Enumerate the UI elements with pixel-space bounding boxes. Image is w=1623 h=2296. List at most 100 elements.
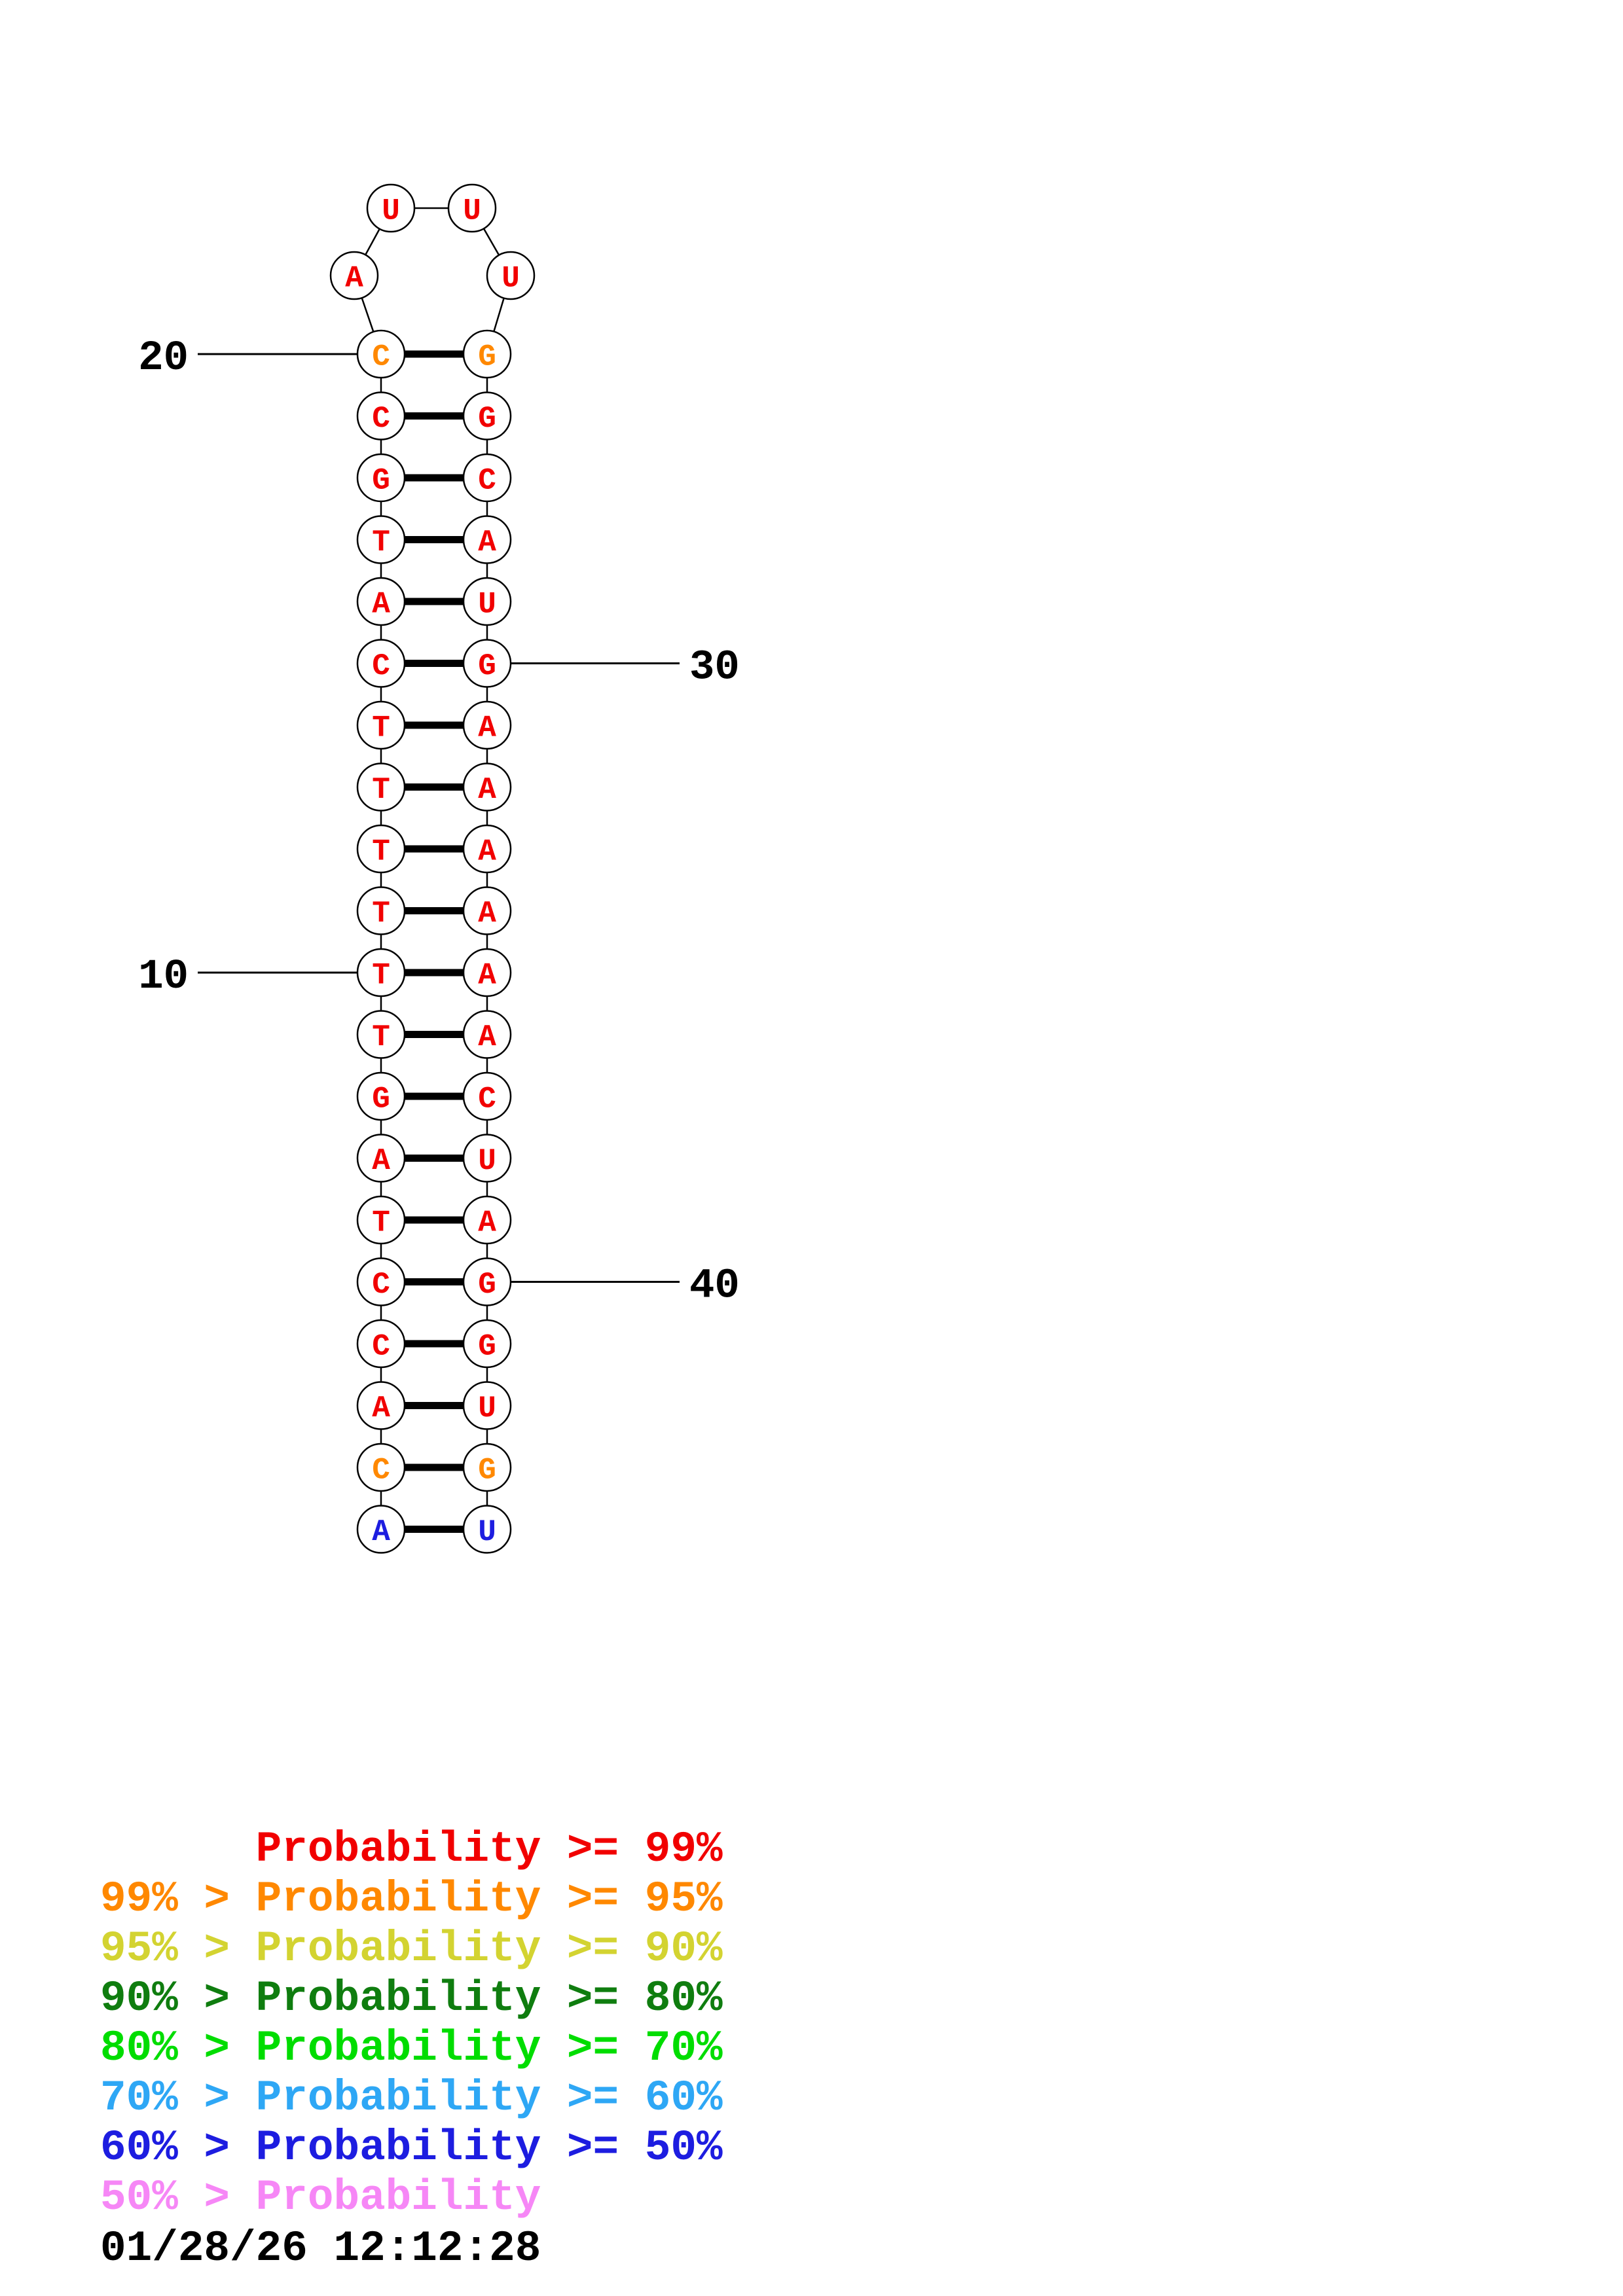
legend-row: 95% > Probability >= 90%: [100, 1924, 723, 1973]
legend-row: 70% > Probability >= 60%: [100, 2073, 723, 2123]
base-circle: [356, 1195, 406, 1245]
legend-row: 60% > Probability >= 50%: [100, 2123, 723, 2172]
base-circle: [356, 1443, 406, 1492]
base-circle: [356, 1505, 406, 1554]
base-letter: U: [478, 1515, 496, 1549]
base-letter: A: [478, 1020, 496, 1054]
base-letter: C: [372, 1454, 390, 1488]
base-circle: [356, 515, 406, 564]
base-circle: [462, 1319, 512, 1369]
base-circle: [462, 1010, 512, 1059]
base-circle: [356, 1381, 406, 1430]
base-letter: T: [372, 835, 390, 869]
base-letter: U: [501, 262, 520, 296]
base-circle: [462, 639, 512, 688]
base-circle: [462, 1257, 512, 1306]
base-letter: A: [478, 897, 496, 931]
base-letter: G: [372, 464, 390, 498]
base-letter: G: [478, 1268, 496, 1302]
base-circle: [462, 1381, 512, 1430]
timestamp: 01/28/26 12:12:28: [100, 2224, 541, 2273]
base-letter: A: [372, 1391, 390, 1426]
base-circle: [356, 639, 406, 688]
base-letter: U: [478, 1144, 496, 1178]
base-circle: [462, 453, 512, 503]
base-letter: G: [478, 1330, 496, 1364]
base-letter: A: [478, 1206, 496, 1240]
base-circle: [356, 948, 406, 997]
base-letter: A: [478, 773, 496, 807]
base-letter: U: [478, 588, 496, 622]
base-letter: C: [372, 649, 390, 683]
legend-row: 50% > Probability: [100, 2173, 541, 2222]
base-letter: A: [478, 711, 496, 745]
base-circle: [356, 886, 406, 935]
position-label: 20: [138, 335, 189, 382]
base-letter: C: [372, 340, 390, 374]
base-letter: C: [478, 1083, 496, 1117]
base-circle: [462, 1195, 512, 1245]
probability-legend: Probability >= 99% 99% > Probability >= 9…: [100, 1825, 723, 2223]
base-letter: U: [478, 1391, 496, 1426]
base-circle: [462, 762, 512, 812]
base-circle: [356, 1071, 406, 1121]
base-circle: [356, 1010, 406, 1059]
base-circle: [366, 183, 416, 233]
base-circle: [486, 251, 536, 300]
base-letter: T: [372, 711, 390, 745]
base-letter: C: [372, 1268, 390, 1302]
base-letter: T: [372, 526, 390, 560]
base-circle: [356, 1319, 406, 1369]
base-circle: [356, 1257, 406, 1306]
position-label: 30: [689, 645, 740, 692]
base-letter: T: [372, 959, 390, 993]
base-letter: T: [372, 1206, 390, 1240]
base-circle: [447, 183, 497, 233]
base-circle: [356, 1134, 406, 1183]
base-circle: [356, 577, 406, 626]
base-circle: [462, 1071, 512, 1121]
base-circle: [462, 515, 512, 564]
base-circle: [356, 453, 406, 503]
base-letter: A: [478, 835, 496, 869]
base-circle: [356, 329, 406, 379]
base-letter: A: [372, 1144, 390, 1178]
base-letter: G: [478, 1454, 496, 1488]
base-letter: A: [478, 526, 496, 560]
legend-row: 99% > Probability >= 95%: [100, 1874, 723, 1924]
base-circle: [462, 329, 512, 379]
legend-row: Probability >= 99%: [100, 1825, 723, 1874]
base-letter: C: [372, 402, 390, 436]
base-circle: [356, 824, 406, 874]
base-circle: [356, 391, 406, 440]
base-circle: [462, 948, 512, 997]
base-letter: A: [372, 588, 390, 622]
base-circle: [462, 824, 512, 874]
base-letter: C: [478, 464, 496, 498]
base-letter: A: [478, 959, 496, 993]
base-circle: [462, 1443, 512, 1492]
legend-row: 80% > Probability >= 70%: [100, 2024, 723, 2073]
base-letter: G: [478, 402, 496, 436]
base-letter: T: [372, 1020, 390, 1054]
base-letter: A: [372, 1515, 390, 1549]
base-letter: G: [478, 340, 496, 374]
base-circle: [462, 391, 512, 440]
base-letter: G: [372, 1083, 390, 1117]
base-circle: [356, 762, 406, 812]
base-letter: C: [372, 1330, 390, 1364]
position-label: 10: [138, 954, 189, 1001]
base-circle: [462, 577, 512, 626]
base-letter: A: [345, 262, 363, 296]
base-circle: [462, 886, 512, 935]
base-letter: T: [372, 773, 390, 807]
legend-row: 90% > Probability >= 80%: [100, 1974, 723, 2023]
base-circle: [462, 700, 512, 750]
base-circle: [329, 251, 379, 300]
base-letter: U: [463, 194, 481, 228]
base-circle: [462, 1505, 512, 1554]
base-letter: T: [372, 897, 390, 931]
base-letter: G: [478, 649, 496, 683]
position-label: 40: [689, 1263, 740, 1310]
